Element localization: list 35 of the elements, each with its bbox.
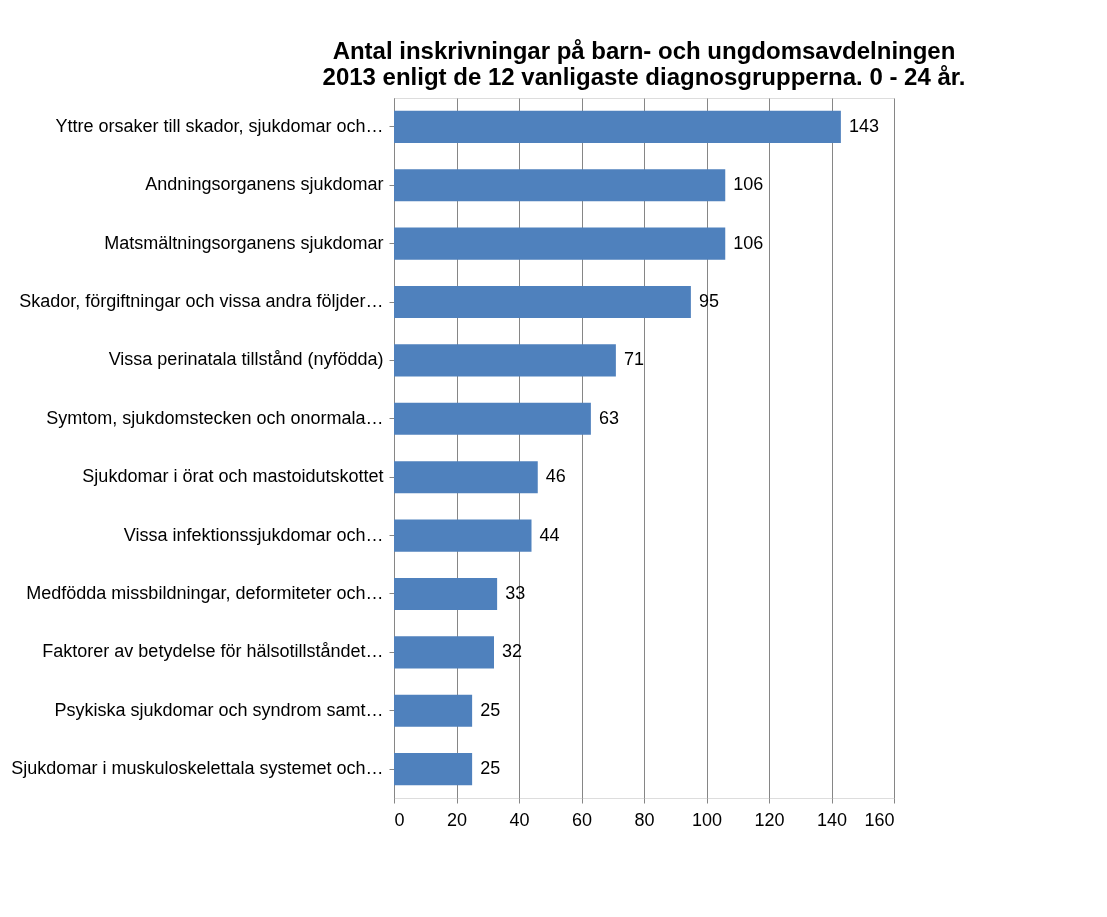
data-label: 25 — [480, 699, 501, 720]
data-label: 63 — [598, 407, 619, 428]
data-label: 25 — [480, 758, 501, 779]
x-tick-label: 0 — [394, 809, 405, 830]
y-tick-label: Vissa infektionssjukdomar och… — [123, 524, 384, 545]
y-tick-label: Sjukdomar i muskuloskelettala systemet och… — [11, 758, 384, 779]
y-tick-label: Yttre orsaker till skador, sjukdomar och… — [55, 115, 384, 136]
data-label: 71 — [623, 349, 644, 370]
text: 2013 enligt de 12 vanligaste diagnosgrupperna. 0 - 24 år. — [322, 63, 966, 90]
data-label: 106 — [733, 174, 764, 195]
data-label: 143 — [848, 115, 879, 136]
x-tick-label: 120 — [754, 809, 785, 830]
data-label: 95 — [698, 291, 719, 312]
x-tick-label: 40 — [509, 809, 530, 830]
y-tick-label: Matsmältningsorganens sjukdomar — [104, 232, 384, 253]
data-label: 44 — [539, 524, 560, 545]
x-tick-label: 60 — [571, 809, 593, 830]
y-tick-label: Medfödda missbildningar, deformiteter och… — [26, 582, 384, 603]
x-tick-label: 140 — [816, 809, 848, 830]
x-tick-label: 100 — [691, 809, 723, 830]
x-tick-label: 80 — [634, 809, 655, 830]
y-tick-label: Faktorer av betydelse för hälsotillståndet… — [42, 641, 384, 662]
data-label: 46 — [545, 466, 566, 487]
y-tick-label: Vissa perinatala tillstånd (nyfödda) — [108, 349, 384, 370]
text: Antal inskrivningar på barn- och ungdomsavdelningen — [332, 37, 956, 64]
y-tick-label: Psykiska sjukdomar och syndrom samt… — [54, 699, 384, 720]
y-tick-label: Symtom, sjukdomstecken och onormala… — [46, 407, 384, 428]
data-label: 106 — [733, 232, 764, 253]
x-tick-label: 160 — [864, 809, 895, 830]
y-tick-label: Skador, förgiftningar och vissa andra följder… — [19, 291, 384, 312]
y-tick-label: Sjukdomar i örat och mastoidutskottet — [82, 466, 384, 487]
data-label: 32 — [502, 641, 523, 662]
y-tick-label: Andningsorganens sjukdomar — [145, 174, 384, 195]
data-label: 33 — [505, 582, 526, 603]
x-tick-label: 20 — [446, 809, 468, 830]
